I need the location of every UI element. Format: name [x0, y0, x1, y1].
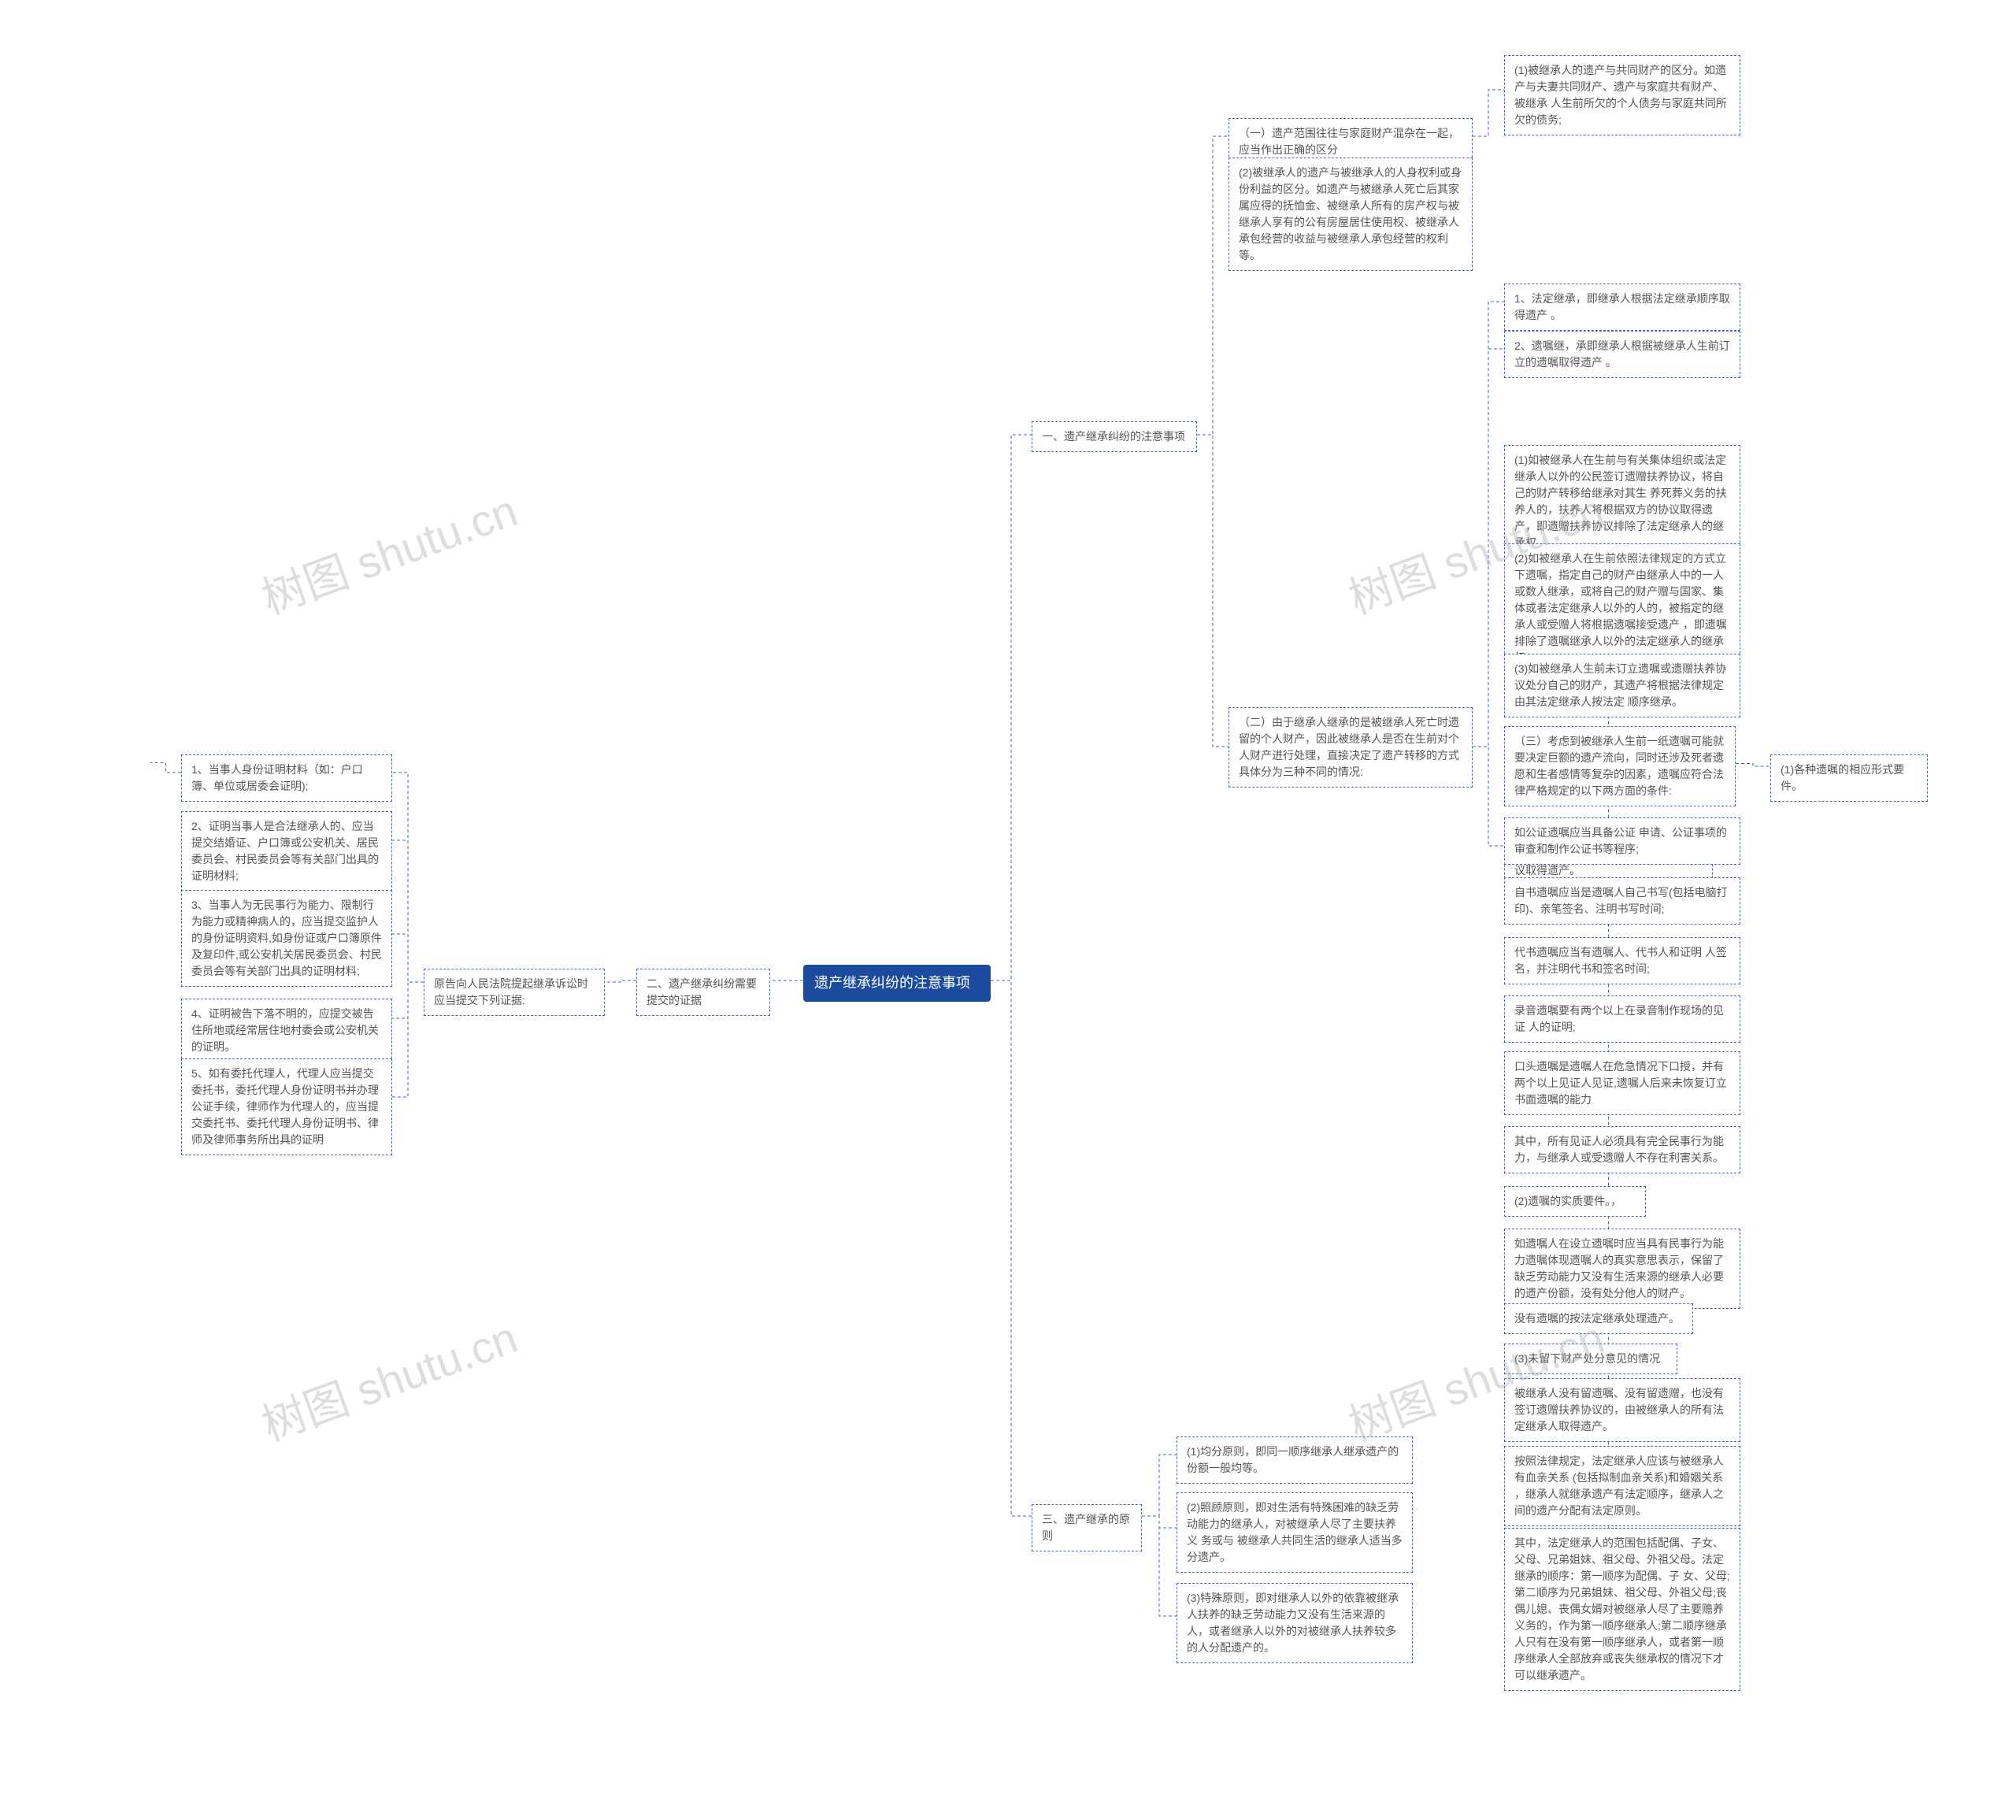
node-s3b[interactable]: (2)照顾原则，即对生活有特殊困难的缺乏劳动能力的继承人，对被继承人尽了主要扶养… [1177, 1492, 1413, 1573]
edge-s2a-s2a4 [392, 982, 424, 1018]
edge-s1a-s1a1 [1473, 90, 1504, 136]
node-s1b3m[interactable]: 没有遗嘱的按法定继承处理遗产。 [1504, 1303, 1693, 1334]
edge-root-s3 [991, 980, 1032, 1516]
node-s1b3d[interactable]: （三）考虑到被继承人生前一纸遗嘱可能就要决定巨额的遗产流向，同时还涉及死者遗愿和… [1504, 726, 1736, 806]
node-s2a1[interactable]: 1、当事人身份证明材料（如：户口簿、单位或居委会证明); [181, 754, 392, 802]
node-s1b3l[interactable]: 如遗嘱人在设立遗嘱时应当具有民事行为能力遗嘱体现遗嘱人的真实意思表示，保留了缺乏… [1504, 1229, 1740, 1309]
edge-s2a1-s2a1a [150, 763, 181, 773]
node-s1b3e[interactable]: 如公证遗嘱应当具备公证 申请、公证事项的审查和制作公证书等程序; [1504, 817, 1740, 865]
node-s1b3g[interactable]: 代书遗嘱应当有遗嘱人、代书人和证明 人签名，并注明代书和签名时间; [1504, 937, 1740, 984]
node-s1b3c[interactable]: (3)如被继承人生前未订立遗嘱或遗赠扶养协议处分自己的财产，其遗产将根据法律规定… [1504, 654, 1740, 717]
root-node[interactable]: 遗产继承纠纷的注意事项 [803, 965, 991, 1002]
edge-s2-s2a [605, 980, 636, 982]
edge-s3-s3a [1142, 1455, 1177, 1516]
node-s1b3f[interactable]: 自书遗嘱应当是遗嘱人自己书写(包括电脑打印)、亲笔签名、注明书写时间; [1504, 877, 1740, 925]
node-s1b3n[interactable]: (3)未留下财产处分意见的情况 [1504, 1344, 1677, 1374]
edge-s1b-s1b3 [1473, 747, 1504, 846]
node-s1b3k[interactable]: (2)遗嘱的实质要件。， [1504, 1186, 1646, 1217]
node-s1b3a[interactable]: (1)如被继承人在生前与有关集体组织或法定继承人以外的公民签订遗赠扶养协议，将自… [1504, 445, 1740, 558]
node-s1b3i[interactable]: 口头遗嘱是遗嘱人在危急情况下口授，并有两个以上见证人见证,遗嘱人后来未恢复订立书… [1504, 1051, 1740, 1115]
node-s3[interactable]: 三、遗产继承的原则 [1032, 1504, 1142, 1551]
watermark-0: 树图 shutu.cn [252, 476, 525, 627]
edge-s2a-s2a2 [392, 840, 424, 982]
node-s1b2[interactable]: 2、遗嘱继，承即继承人根据被继承人生前订 立的遗嘱取得遗产 。 [1504, 331, 1740, 378]
edge-s1b-s1b1 [1473, 302, 1504, 747]
node-s1b1[interactable]: 1、法定继承，即继承人根据法定继承顺序取得遗产 。 [1504, 284, 1740, 331]
edge-root-s1 [991, 435, 1032, 980]
edge-s1b-s1b2 [1473, 349, 1504, 747]
node-s2a5[interactable]: 5、如有委托代理人，代理人应当提交委托书，委托代理人身份证明书并办理公证手续，律… [181, 1058, 392, 1155]
node-s2a4[interactable]: 4、证明被告下落不明的，应提交被告住所地或经常居住地村委会或公安机关的证明。 [181, 999, 392, 1062]
edge-s1b3d-s1b3d1 [1736, 764, 1770, 767]
watermark-2: 树图 shutu.cn [252, 1303, 525, 1454]
edge-s3-s3b [1142, 1516, 1177, 1528]
node-s1a1[interactable]: (1)被继承人的遗产与共同财产的区分。如遗产与夫妻共同财产、遗产与家庭共有财产、… [1504, 55, 1740, 135]
edge-s3-s3c [1142, 1516, 1177, 1616]
edge-s1-s1b [1197, 435, 1228, 747]
node-s2a2[interactable]: 2、证明当事人是合法继承人的、应当提交结婚证、户口簿或公安机关、居民委员会、村民… [181, 811, 392, 891]
node-s1b3d1[interactable]: (1)各种遗嘱的相应形式要件。 [1770, 754, 1928, 802]
edge-s2a-s2a5 [392, 982, 424, 1097]
node-s3c[interactable]: (3)特殊原则，即对继承人以外的依靠被继承人扶养的缺乏劳动能力又没有生活来源的人… [1177, 1583, 1413, 1663]
node-s1a2[interactable]: (2)被继承人的遗产与被继承人的人身权利或身份利益的区分。如遗产与被继承人死亡后… [1228, 158, 1473, 271]
node-s2a3[interactable]: 3、当事人为无民事行为能力、限制行为能力或精神病人的，应当提交监护人的身份证明资… [181, 890, 392, 987]
node-s2[interactable]: 二、遗产继承纠纷需要提交的证据 [636, 969, 770, 1016]
node-s1b3p[interactable]: 按照法律规定，法定继承人应该与被继承人有血亲关系 (包括拟制血亲关系)和婚姻关系… [1504, 1446, 1740, 1526]
mindmap-canvas: { "canvas": { "width": 2560, "height": 2… [0, 0, 2016, 1820]
edge-s2a-s2a3 [392, 934, 424, 982]
node-s1b3o[interactable]: 被继承人没有留遗嘱、没有留遗赠，也没有签订遗赠扶养协议的，由被继承人的所有法定继… [1504, 1378, 1740, 1442]
node-s2a[interactable]: 原告向人民法院提起继承诉讼时应当提交下列证据: [424, 969, 605, 1016]
node-s3a[interactable]: (1)均分原则，即同一顺序继承人继承遗产的份额一般均等。 [1177, 1436, 1413, 1484]
node-s1b3j[interactable]: 其中，所有见证人必须具有完全民事行为能力，与继承人或受遗赠人不存在利害关系。 [1504, 1126, 1740, 1173]
node-s1b[interactable]: （二）由于继承人继承的是被继承人死亡时遗留的个人财产，因此被继承人是否在生前对个… [1228, 707, 1473, 788]
node-s1[interactable]: 一、遗产继承纠纷的注意事项 [1032, 421, 1197, 452]
edge-s2a-s2a1 [392, 773, 424, 982]
node-s1b3h[interactable]: 录音遗嘱要有两个以上在录音制作现场的见证 人的证明; [1504, 995, 1740, 1043]
edge-s1-s1a [1197, 136, 1228, 435]
node-s1b3q[interactable]: 其中，法定继承人的范围包括配偶、子女、父母、兄弟姐妹、祖父母、外祖父母。法定继承… [1504, 1528, 1740, 1691]
